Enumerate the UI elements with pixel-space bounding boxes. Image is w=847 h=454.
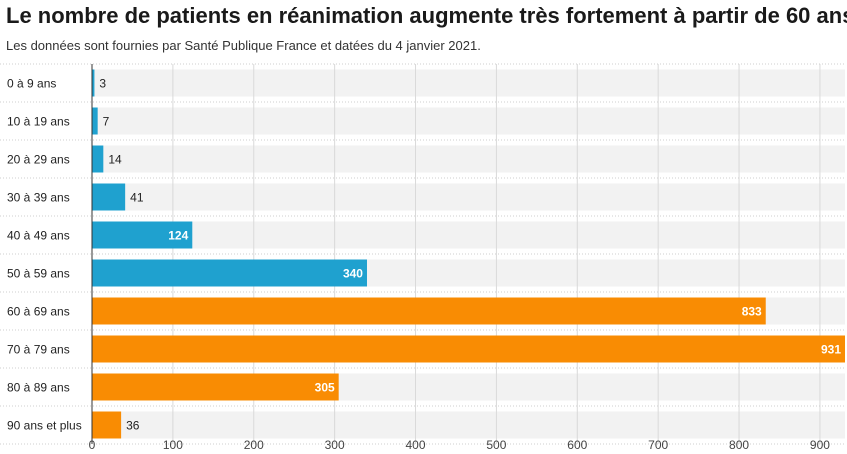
category-label: 90 ans et plus xyxy=(7,419,82,433)
category-label: 20 à 29 ans xyxy=(7,153,70,167)
bar xyxy=(92,297,766,325)
category-label: 80 à 89 ans xyxy=(7,381,70,395)
row-band xyxy=(92,183,845,211)
x-tick-label: 700 xyxy=(648,438,668,452)
x-tick-label: 100 xyxy=(163,438,183,452)
category-label: 40 à 49 ans xyxy=(7,229,70,243)
x-tick-label: 800 xyxy=(729,438,749,452)
category-label: 30 à 39 ans xyxy=(7,191,70,205)
value-label: 124 xyxy=(168,229,188,243)
category-label: 50 à 59 ans xyxy=(7,267,70,281)
bar xyxy=(92,411,122,439)
category-label: 0 à 9 ans xyxy=(7,77,56,91)
x-tick-label: 0 xyxy=(89,438,96,452)
category-label: 10 à 19 ans xyxy=(7,115,70,129)
value-label: 340 xyxy=(343,267,363,281)
bar xyxy=(92,107,98,135)
x-tick-label: 200 xyxy=(244,438,264,452)
value-label: 931 xyxy=(821,343,841,357)
bar xyxy=(92,69,95,97)
x-tick-label: 400 xyxy=(406,438,426,452)
row-band xyxy=(92,69,845,97)
x-tick-label: 600 xyxy=(567,438,587,452)
bar xyxy=(92,335,845,363)
x-tick-label: 300 xyxy=(325,438,345,452)
category-label: 70 à 79 ans xyxy=(7,343,70,357)
value-label: 3 xyxy=(99,77,106,91)
category-label: 60 à 69 ans xyxy=(7,305,70,319)
value-label: 41 xyxy=(130,191,144,205)
value-label: 305 xyxy=(315,381,335,395)
value-label: 14 xyxy=(108,153,122,167)
x-tick-label: 500 xyxy=(486,438,506,452)
bar xyxy=(92,259,367,287)
value-label: 833 xyxy=(742,305,762,319)
chart-title: Le nombre de patients en réanimation aug… xyxy=(6,3,847,28)
value-label: 7 xyxy=(103,115,110,129)
row-band xyxy=(92,145,845,173)
row-band xyxy=(92,221,845,249)
bar xyxy=(92,373,339,401)
chart-subtitle: Les données sont fournies par Santé Publ… xyxy=(6,38,481,53)
bar xyxy=(92,221,193,249)
x-tick-label: 900 xyxy=(810,438,830,452)
bar xyxy=(92,183,126,211)
bar xyxy=(92,145,104,173)
value-label: 36 xyxy=(126,419,140,433)
row-band xyxy=(92,107,845,135)
row-band xyxy=(92,411,845,439)
